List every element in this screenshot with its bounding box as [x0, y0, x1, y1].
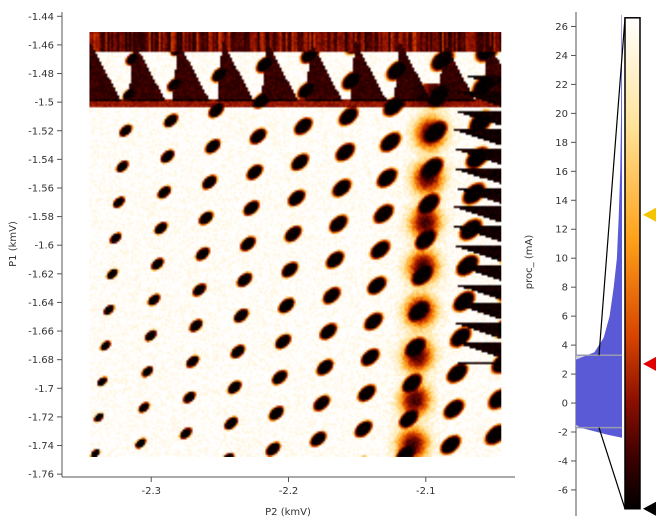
y-tick-label: -1.62 — [28, 269, 54, 280]
colorbar-axis-label: proc_ (mA) — [524, 235, 535, 290]
colorbar-tick-label: 18 — [555, 138, 568, 149]
x-tick-label: -2.3 — [141, 486, 161, 497]
colorbar-tick-label: -4 — [558, 456, 568, 467]
y-tick-label: -1.74 — [28, 441, 54, 452]
colorbar-tick-label: 22 — [555, 80, 568, 91]
colorbar-tick-label: 2 — [562, 370, 568, 381]
connector-bottom — [599, 428, 625, 509]
gradient-handles[interactable] — [643, 208, 656, 516]
colorbar-tick-label: 6 — [562, 312, 568, 323]
y-tick-label: -1.46 — [28, 40, 54, 51]
y-tick-label: -1.5 — [34, 98, 54, 109]
charge-stability-plot[interactable]: -1.44 -1.46 -1.48 -1.5 -1.52 -1.54 -1.56 -1.58 -… — [8, 12, 515, 518]
x-axis-ticks: -2.3 -2.2 -2.1 — [141, 477, 435, 497]
intensity-histogram — [576, 15, 622, 438]
y-tick-label: -1.66 — [28, 327, 54, 338]
colorbar-tick-label: -6 — [558, 485, 568, 496]
y-tick-label: -1.54 — [28, 155, 54, 166]
handle-bottom-triangle[interactable] — [643, 502, 656, 516]
y-tick-label: -1.64 — [28, 298, 54, 309]
y-axis-ticks: -1.44 -1.46 -1.48 -1.5 -1.52 -1.54 -1.56 -1.58 -… — [28, 12, 62, 481]
colorbar-tick-label: 26 — [555, 22, 568, 33]
y-axis-label: P1 (kmV) — [8, 221, 19, 267]
y-tick-label: -1.6 — [34, 241, 54, 252]
colorbar-tick-label: 14 — [555, 196, 568, 207]
heatmap-image[interactable] — [89, 32, 501, 457]
y-tick-label: -1.72 — [28, 412, 54, 423]
colorbar-tick-label: 12 — [555, 225, 568, 236]
handle-mid-triangle[interactable] — [643, 357, 656, 371]
colorbar-tick-label: 4 — [562, 341, 568, 352]
colorbar-tick-label: 16 — [555, 167, 568, 178]
color-gradient-bar[interactable] — [625, 18, 640, 509]
y-tick-label: -1.58 — [28, 212, 54, 223]
y-tick-label: -1.44 — [28, 12, 54, 23]
y-tick-label: -1.48 — [28, 69, 54, 80]
y-tick-label: -1.56 — [28, 183, 54, 194]
colorbar-tick-label: 20 — [555, 109, 568, 120]
y-tick-label: -1.7 — [34, 384, 54, 395]
x-tick-label: -2.1 — [416, 486, 436, 497]
colorbar-tick-label: 10 — [555, 254, 568, 265]
colorbar-tick-label: 24 — [555, 51, 568, 62]
y-tick-label: -1.52 — [28, 126, 54, 137]
colorbar-tick-label: -2 — [558, 428, 568, 439]
y-tick-label: -1.68 — [28, 355, 54, 366]
x-axis-label: P2 (kmV) — [265, 507, 311, 518]
colorbar-tick-label: 0 — [562, 399, 568, 410]
y-tick-label: -1.76 — [28, 470, 54, 481]
colorbar-tick-label: 8 — [562, 283, 568, 294]
x-tick-label: -2.2 — [279, 486, 299, 497]
handle-top-triangle[interactable] — [643, 208, 656, 222]
